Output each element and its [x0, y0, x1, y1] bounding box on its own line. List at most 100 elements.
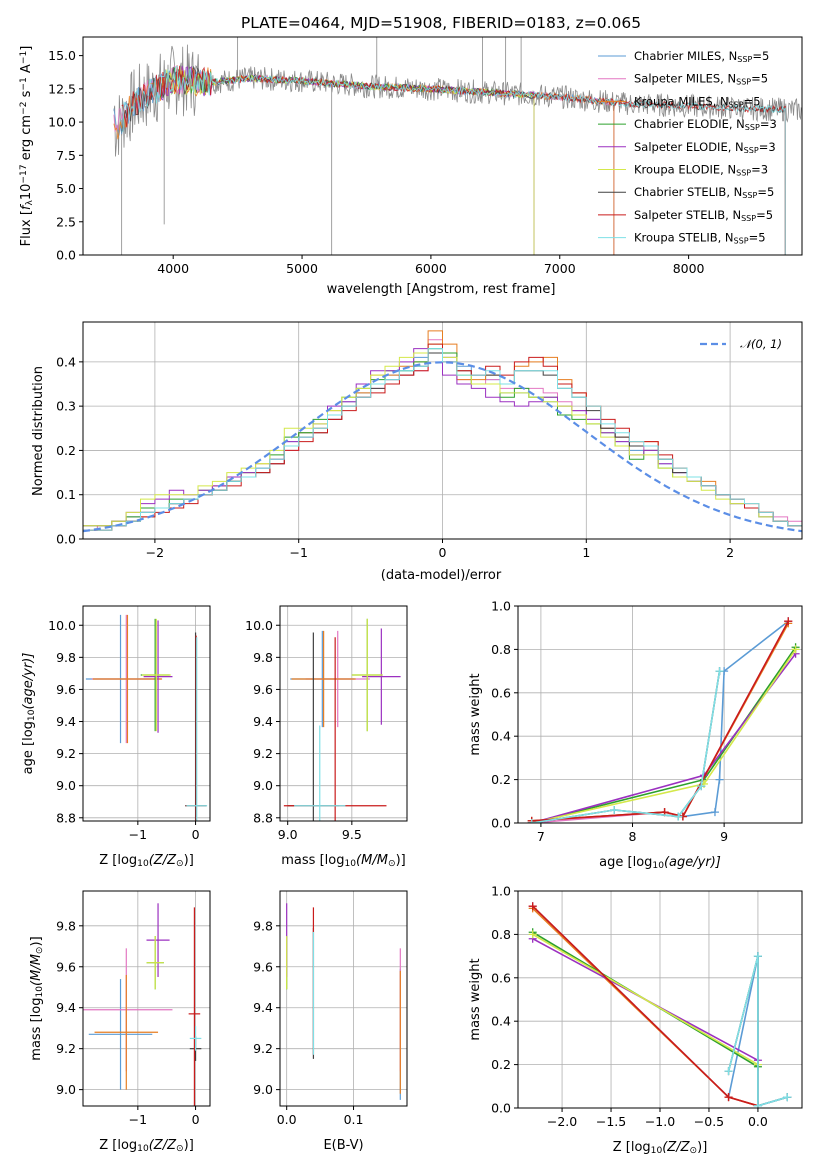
y-tick-label: 9.0: [56, 1082, 76, 1097]
series-line: [532, 905, 759, 1107]
legend-label: Kroupa ELODIE, NSSP=3: [634, 163, 768, 178]
legend: Chabrier MILES, NSSP=5 Salpeter MILES, NS…: [598, 49, 777, 246]
y-tick-label: 5.0: [56, 181, 76, 196]
series-line: [531, 670, 721, 823]
plot-area: [83, 330, 802, 539]
y-tick-label: 0.4: [56, 354, 76, 369]
y-tick-label: 9.0: [253, 1082, 273, 1097]
series-marker: [527, 819, 536, 823]
series-line: [532, 907, 759, 1107]
y-tick-label: 0.1: [56, 487, 76, 502]
x-tick-label: 0.1: [344, 1112, 364, 1127]
y-tick-label: 9.4: [253, 1000, 273, 1015]
x-tick-label: −1.0: [645, 1114, 675, 1129]
series-marker: [753, 952, 762, 961]
x-axis-label: age [log10(age/yr)]: [599, 855, 721, 871]
plot-area: [113, 37, 802, 255]
axes-frame: [82, 36, 803, 256]
x-tick-label: 5000: [286, 261, 318, 276]
y-tick-label: 9.8: [253, 650, 273, 665]
y-tick-label: 0.0: [491, 816, 511, 831]
x-tick-label: 1: [582, 545, 590, 560]
series-marker: [528, 930, 537, 939]
legend-label: Salpeter MILES, NSSP=5: [634, 72, 768, 87]
plot-area: [83, 903, 202, 1106]
y-tick-label: 9.6: [56, 959, 76, 974]
x-tick-label: 0.0: [277, 1112, 297, 1127]
y-tick-label: 0.2: [56, 443, 76, 458]
x-tick-label: 9.0: [278, 827, 298, 842]
x-tick-label: 9: [720, 829, 728, 844]
y-tick-label: 0.4: [491, 1014, 511, 1029]
y-tick-label: 9.2: [253, 746, 273, 761]
panel-age_vs_mass: 9.0 9.5 8.8 9.0 9.2 9.4 9.6 9.8 10.0 mass [log10(…: [245, 605, 408, 869]
histogram-series: [83, 348, 802, 539]
legend-label: Chabrier STELIB, NSSP=5: [634, 185, 774, 200]
y-tick-label: 0.2: [491, 1057, 511, 1072]
y-tick-label: 9.2: [253, 1041, 273, 1056]
x-axis-label: (data-model)/error: [381, 568, 502, 583]
x-tick-label: 7: [537, 829, 545, 844]
panel-residuals: −2 −1 0 1 2 0.0 0.1 0.2 0.3 0.4 (data-model)/error…: [31, 321, 803, 583]
x-axis-label: wavelength [Angstrom, rest frame]: [327, 282, 556, 297]
y-tick-label: 8.8: [253, 810, 273, 825]
y-tick-label: 9.8: [56, 650, 76, 665]
legend-label: Salpeter ELODIE, NSSP=3: [634, 140, 776, 155]
plot-area: [528, 902, 792, 1108]
plot-area: [283, 618, 401, 821]
y-tick-label: 2.5: [56, 214, 76, 229]
x-tick-label: −1: [289, 545, 307, 560]
legend-label: Chabrier MILES, NSSP=5: [634, 49, 769, 64]
y-axis-label: Flux [fλ10−17 erg cm−2 s−1 A−1]: [19, 46, 35, 247]
x-tick-label: 0.0: [748, 1114, 768, 1129]
x-tick-label: −2: [146, 545, 164, 560]
axes-frame: [82, 890, 211, 1107]
x-tick-label: 0: [192, 827, 200, 842]
axes-frame: [517, 605, 803, 824]
y-axis-label: mass weight: [468, 673, 483, 755]
y-tick-label: 12.5: [48, 81, 76, 96]
series-line: [531, 653, 797, 823]
x-tick-label: 0: [192, 1112, 200, 1127]
y-tick-label: 9.6: [253, 959, 273, 974]
y-tick-label: 9.0: [56, 778, 76, 793]
series-marker: [715, 775, 724, 784]
x-tick-label: 2: [726, 545, 734, 560]
x-tick-label: −1.5: [596, 1114, 626, 1129]
plot-area: [286, 903, 401, 1100]
x-tick-label: 0: [439, 545, 447, 560]
x-tick-label: 9.5: [342, 827, 362, 842]
y-tick-label: 1.0: [491, 884, 511, 899]
y-tick-label: 9.4: [56, 714, 76, 729]
x-axis-label: mass [log10(M/M⊙)]: [281, 853, 405, 869]
series-marker: [753, 1101, 762, 1108]
x-tick-label: 8: [629, 829, 637, 844]
axes-frame: [279, 890, 408, 1107]
y-tick-label: 0.0: [56, 532, 76, 547]
series-marker: [697, 782, 706, 791]
series-marker: [791, 645, 800, 654]
series-marker: [528, 902, 537, 911]
panel-mass_vs_z: −1 0 9.0 9.2 9.4 9.6 9.8 Z [log10(Z/Z⊙)] mass [l…: [29, 890, 211, 1154]
y-tick-label: 0.8: [491, 642, 511, 657]
y-tick-label: 0.6: [491, 685, 511, 700]
y-tick-label: 0.6: [491, 970, 511, 985]
x-tick-label: 6000: [415, 261, 447, 276]
model-spectrum-line: [121, 65, 786, 255]
y-tick-label: 0.8: [491, 927, 511, 942]
x-tick-label: 4000: [157, 261, 189, 276]
legend-label: Chabrier ELODIE, NSSP=3: [634, 117, 777, 132]
series-line: [532, 905, 759, 1107]
series-marker: [674, 812, 683, 821]
legend-label: Salpeter STELIB, NSSP=5: [634, 208, 773, 223]
y-axis-label: mass weight: [468, 958, 483, 1040]
y-axis-label: Normed distribution: [31, 366, 46, 496]
series-marker: [724, 1093, 733, 1102]
y-tick-label: 9.4: [56, 1000, 76, 1015]
y-tick-label: 8.8: [56, 810, 76, 825]
x-tick-label: −0.5: [694, 1114, 724, 1129]
x-tick-label: 7000: [544, 261, 576, 276]
series-marker: [724, 1067, 733, 1076]
panel-mass_weight_vs_z: −2.0 −1.5 −1.0 −0.5 0.0 0.0 0.2 0.4 0.6 0.8 1.0 Z […: [468, 884, 803, 1156]
x-tick-label: −1: [129, 1112, 147, 1127]
